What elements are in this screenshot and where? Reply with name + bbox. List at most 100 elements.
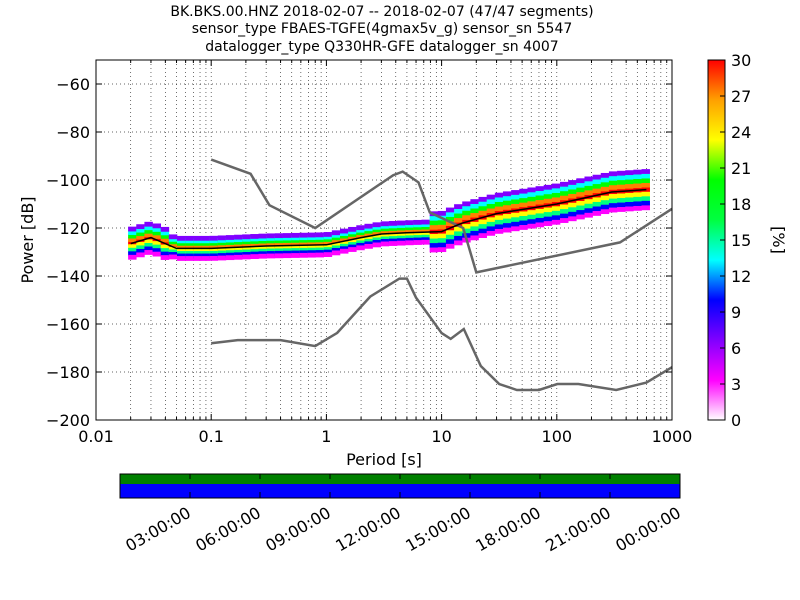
heatmap-cell bbox=[380, 226, 390, 232]
heatmap-cell bbox=[274, 238, 284, 244]
heatmap-cell bbox=[193, 243, 202, 249]
heatmap-cell bbox=[144, 225, 153, 231]
heatmap-cell bbox=[445, 216, 455, 222]
heatmap-cell bbox=[225, 240, 235, 245]
heatmap-cell bbox=[291, 253, 300, 258]
heatmap-cell bbox=[584, 176, 593, 182]
heatmap-cell bbox=[282, 235, 292, 241]
heatmap-cell bbox=[519, 225, 528, 230]
heatmap-cell bbox=[160, 251, 170, 257]
heatmap-cell bbox=[437, 238, 447, 243]
heatmap-cell bbox=[551, 188, 561, 193]
y-tick-label: −100 bbox=[46, 171, 90, 190]
heatmap-cell bbox=[323, 249, 333, 255]
heatmap-cell bbox=[193, 251, 202, 256]
heatmap-cell bbox=[152, 230, 162, 236]
colorbar: 0 3 6 9 12 15 18 21 24 27 30 bbox=[707, 51, 751, 430]
heatmap-cell bbox=[429, 243, 439, 248]
heatmap-cell bbox=[266, 238, 276, 244]
x-tick-label: 1 bbox=[321, 427, 331, 446]
heatmap-cell bbox=[225, 242, 235, 248]
heatmap-cell bbox=[234, 252, 243, 258]
heatmap-cell bbox=[641, 178, 650, 183]
heatmap-cell bbox=[568, 180, 577, 185]
heatmap-cell bbox=[494, 206, 504, 212]
heatmap-cell bbox=[486, 217, 496, 223]
heatmap-cell bbox=[413, 232, 422, 238]
heatmap-cell bbox=[641, 173, 650, 179]
heatmap-cell bbox=[144, 242, 153, 248]
heatmap-cell bbox=[266, 246, 276, 251]
heatmap-cell bbox=[608, 171, 618, 177]
noise-models bbox=[210, 158, 673, 392]
heatmap-cell bbox=[201, 240, 210, 246]
heatmap-cell bbox=[486, 221, 496, 227]
heatmap-cell bbox=[331, 250, 341, 256]
heatmap-cell bbox=[576, 187, 585, 193]
heatmap-cell bbox=[535, 208, 545, 214]
heatmap-cell bbox=[421, 227, 430, 233]
heatmap-cell bbox=[511, 203, 520, 209]
heatmap-cell bbox=[282, 240, 292, 246]
heatmap-cell bbox=[242, 246, 251, 252]
heatmap-cell bbox=[617, 175, 626, 181]
heatmap-cell bbox=[209, 243, 219, 249]
heatmap-cell bbox=[128, 237, 137, 243]
heatmap-cell bbox=[470, 226, 479, 232]
heatmap-cell bbox=[633, 174, 642, 180]
heatmap-cell bbox=[535, 213, 545, 219]
heatmap-cell bbox=[152, 248, 162, 253]
heatmap-cell bbox=[405, 222, 414, 228]
heatmap-cell bbox=[258, 236, 267, 241]
heatmap-cell bbox=[584, 203, 593, 209]
heatmap-cell bbox=[551, 192, 561, 198]
heatmap-cell bbox=[511, 212, 520, 218]
heatmap-cell bbox=[576, 214, 585, 220]
title-line-1: BK.BKS.00.HNZ 2018-02-07 -- 2018-02-07 (… bbox=[170, 4, 593, 20]
heatmap-cell bbox=[535, 199, 545, 205]
heatmap-cell bbox=[429, 234, 439, 239]
heatmap-cell bbox=[225, 255, 235, 261]
heatmap-cell bbox=[364, 243, 373, 249]
heatmap-cell bbox=[543, 193, 553, 199]
heatmap-cell bbox=[592, 197, 602, 203]
heatmap-cell bbox=[339, 241, 349, 247]
heatmap-cell bbox=[291, 245, 300, 251]
heatmap-cell bbox=[397, 228, 406, 233]
heatmap-cell bbox=[576, 205, 585, 211]
heatmap-cell bbox=[429, 224, 439, 230]
heatmap-cell bbox=[234, 234, 243, 240]
heatmap-cell bbox=[339, 228, 349, 234]
heatmap-cell bbox=[519, 197, 528, 203]
heatmap-cell bbox=[217, 243, 227, 248]
heatmap-cell bbox=[201, 238, 210, 244]
heatmap-cell bbox=[323, 232, 333, 237]
heatmap-cell bbox=[356, 240, 365, 246]
heatmap-cell bbox=[397, 223, 406, 228]
heatmap-cell bbox=[397, 235, 406, 241]
heatmap-cell bbox=[527, 214, 536, 220]
heatmap-cell bbox=[217, 235, 227, 241]
heatmap-cell bbox=[560, 218, 569, 223]
heatmap-cell bbox=[617, 184, 626, 190]
heatmap-cell bbox=[437, 220, 447, 225]
heatmap-cell bbox=[584, 181, 593, 186]
heatmap-cell bbox=[331, 235, 341, 241]
heatmap-cell bbox=[397, 225, 406, 231]
heatmap-cell bbox=[160, 237, 170, 243]
heatmap-cell bbox=[315, 237, 324, 243]
heatmap-cell bbox=[429, 215, 439, 221]
heatmap-cell bbox=[600, 200, 610, 205]
heatmap-cell bbox=[576, 191, 585, 197]
heatmap-cell bbox=[617, 179, 626, 185]
heatmap-cell bbox=[372, 239, 382, 245]
heatmap-cell bbox=[543, 216, 553, 222]
heatmap-cell bbox=[160, 248, 170, 253]
heatmap-cell bbox=[217, 255, 227, 261]
coverage-bar: 03:00:0006:00:0009:00:0012:00:0015:00:00… bbox=[119, 473, 684, 555]
heatmap-cell bbox=[445, 234, 455, 240]
heatmap-cell bbox=[185, 253, 194, 259]
colorbar-tick-label: 30 bbox=[731, 51, 751, 70]
heatmap-cell bbox=[543, 184, 553, 190]
heatmap-cell bbox=[641, 182, 650, 188]
